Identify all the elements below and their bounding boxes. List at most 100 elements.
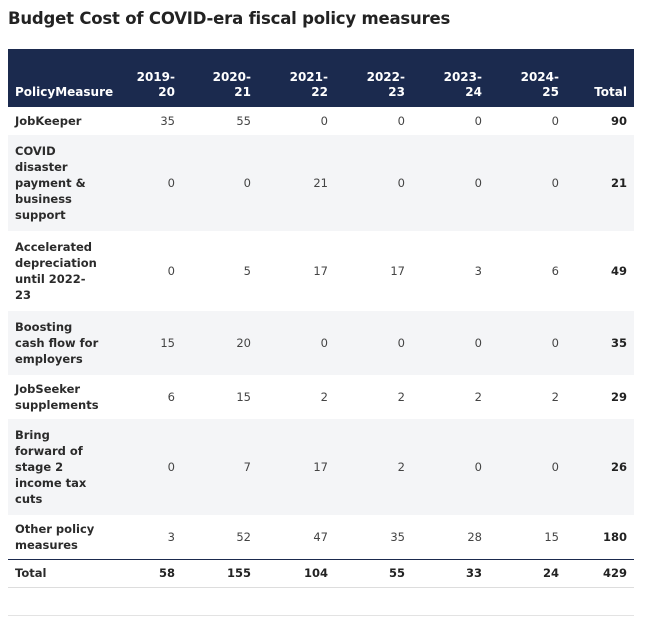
table-row: COVID disaster payment & business suppor… bbox=[8, 135, 634, 231]
column-header-label: 2019- 20 bbox=[137, 70, 175, 100]
row-measure-label: Bring forward of stage 2 income tax cuts bbox=[15, 428, 87, 506]
row-value-cell: 0 bbox=[243, 176, 251, 190]
table-row: Boosting cash flow for employers 15 20 0 0 0 0… bbox=[8, 311, 634, 375]
row-value-cell: 0 bbox=[551, 460, 559, 474]
row-value-cell: 28 bbox=[467, 529, 482, 544]
row-value-cell: 0 bbox=[167, 460, 175, 474]
column-header: 2020- 21 bbox=[182, 49, 258, 107]
row-measure-label: Accelerated depreciation until 2022-23 bbox=[15, 240, 97, 302]
row-value-cell: 0 bbox=[320, 336, 328, 350]
footer-value-cell: 24 bbox=[542, 566, 559, 580]
column-header-line: Measure bbox=[55, 85, 114, 99]
column-header-label: 2021- 22 bbox=[290, 70, 328, 100]
row-value-cell: 0 bbox=[397, 114, 405, 128]
column-header-line: 23 bbox=[388, 85, 405, 99]
column-header-line: 2024- bbox=[520, 70, 559, 84]
row-value-cell: 2 bbox=[474, 390, 482, 404]
column-header-label: Total bbox=[594, 85, 627, 100]
column-header: Total bbox=[566, 49, 634, 107]
row-value-cell: 0 bbox=[551, 336, 559, 350]
row-value-cell: 6 bbox=[551, 264, 559, 278]
table-body: JobKeeper 35 55 0 0 0 0 90 COVID disaster paymen… bbox=[8, 107, 634, 559]
row-total-cell: 21 bbox=[610, 176, 627, 190]
row-value-cell: 0 bbox=[474, 336, 482, 350]
row-total-cell: 35 bbox=[610, 336, 627, 350]
column-header-line: 2021- bbox=[289, 70, 328, 84]
row-value-cell: 21 bbox=[313, 176, 328, 190]
row-value-cell: 5 bbox=[243, 264, 251, 278]
row-value-cell: 3 bbox=[167, 529, 175, 544]
row-value-cell: 0 bbox=[320, 114, 328, 128]
column-header-label: 2020- 21 bbox=[213, 70, 251, 100]
row-value-cell: 17 bbox=[313, 460, 328, 474]
row-value-cell: 35 bbox=[160, 114, 175, 128]
row-value-cell: 2 bbox=[551, 390, 559, 404]
row-value-cell: 3 bbox=[474, 264, 482, 278]
column-header: 2024- 25 bbox=[489, 49, 566, 107]
column-header: 2023- 24 bbox=[412, 49, 489, 107]
row-value-cell: 52 bbox=[236, 529, 251, 544]
footer-total-cell: 429 bbox=[602, 566, 627, 580]
column-header-label: PolicyMeasure bbox=[15, 85, 113, 100]
row-measure-label: Other policy measures bbox=[15, 521, 95, 552]
footer-label: Total bbox=[15, 566, 47, 580]
row-measure-label: JobKeeper bbox=[15, 114, 82, 128]
row-total-cell: 180 bbox=[602, 529, 627, 544]
footer-value-cell: 58 bbox=[158, 566, 175, 580]
row-value-cell: 0 bbox=[551, 114, 559, 128]
footer-value-cell: 55 bbox=[388, 566, 405, 580]
row-value-cell: 6 bbox=[167, 390, 175, 404]
row-value-cell: 2 bbox=[320, 390, 328, 404]
row-value-cell: 55 bbox=[236, 114, 251, 128]
column-header-line: 2020- bbox=[212, 70, 251, 84]
chart-title: Budget Cost of COVID-era fiscal policy m… bbox=[8, 9, 451, 28]
row-total-cell: 26 bbox=[610, 460, 627, 474]
row-total-cell: 90 bbox=[610, 114, 627, 128]
column-header-line: 22 bbox=[311, 85, 328, 99]
row-value-cell: 0 bbox=[397, 336, 405, 350]
column-header-line: 2023- bbox=[443, 70, 482, 84]
budget-table: PolicyMeasure 2019- 20 2020- 21 2021- 22 2022- 2… bbox=[8, 49, 634, 588]
column-header-line: 25 bbox=[542, 85, 559, 99]
column-header: 2022- 23 bbox=[335, 49, 412, 107]
row-value-cell: 0 bbox=[474, 460, 482, 474]
column-header-label: 2022- 23 bbox=[367, 70, 405, 100]
header-row: PolicyMeasure 2019- 20 2020- 21 2021- 22 2022- 2… bbox=[8, 49, 634, 107]
table-row: Bring forward of stage 2 income tax cuts… bbox=[8, 419, 634, 515]
column-header: PolicyMeasure bbox=[8, 49, 113, 107]
row-measure-label: JobSeeker supplements bbox=[15, 382, 99, 412]
row-value-cell: 0 bbox=[397, 176, 405, 190]
column-header-line: Policy bbox=[15, 85, 56, 99]
row-value-cell: 15 bbox=[544, 529, 559, 544]
table-row: JobSeeker supplements 6 15 2 2 2 2 29 bbox=[8, 375, 634, 419]
row-value-cell: 0 bbox=[167, 176, 175, 190]
column-header-line: 20 bbox=[158, 85, 175, 99]
row-measure-label: COVID disaster payment & business suppor… bbox=[15, 144, 86, 222]
row-value-cell: 0 bbox=[474, 176, 482, 190]
row-value-cell: 15 bbox=[160, 336, 175, 350]
row-value-cell: 17 bbox=[390, 264, 405, 278]
table-row: Accelerated depreciation until 2022-23 0 5… bbox=[8, 231, 634, 311]
column-header-line: 2019- bbox=[136, 70, 175, 84]
footer-row: Total 58 155 104 55 33 24 429 bbox=[8, 559, 634, 587]
row-value-cell: 0 bbox=[551, 176, 559, 190]
footer-value-cell: 155 bbox=[226, 566, 251, 580]
row-value-cell: 17 bbox=[313, 264, 328, 278]
row-value-cell: 2 bbox=[397, 460, 405, 474]
footer-value-cell: 33 bbox=[465, 566, 482, 580]
row-value-cell: 47 bbox=[313, 529, 328, 544]
bottom-divider bbox=[8, 615, 634, 616]
column-header: 2021- 22 bbox=[258, 49, 335, 107]
row-value-cell: 2 bbox=[397, 390, 405, 404]
row-total-cell: 49 bbox=[610, 264, 627, 278]
row-value-cell: 35 bbox=[390, 529, 405, 544]
row-total-cell: 29 bbox=[610, 390, 627, 404]
row-value-cell: 15 bbox=[236, 390, 251, 404]
row-value-cell: 0 bbox=[474, 114, 482, 128]
column-header-line: 24 bbox=[465, 85, 482, 99]
column-header: 2019- 20 bbox=[106, 49, 182, 107]
column-header-label: 2024- 25 bbox=[521, 70, 559, 100]
column-header-line: Total bbox=[594, 85, 627, 99]
column-header-label: 2023- 24 bbox=[444, 70, 482, 100]
